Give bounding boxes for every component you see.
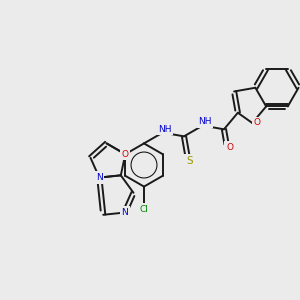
Text: O: O xyxy=(122,150,129,159)
Text: N: N xyxy=(96,173,103,182)
Text: NH: NH xyxy=(158,124,172,134)
Text: Cl: Cl xyxy=(140,205,148,214)
Text: O: O xyxy=(226,143,233,152)
Text: N: N xyxy=(121,208,128,217)
Text: O: O xyxy=(253,118,260,127)
Text: NH: NH xyxy=(198,118,212,127)
Text: S: S xyxy=(186,156,193,166)
